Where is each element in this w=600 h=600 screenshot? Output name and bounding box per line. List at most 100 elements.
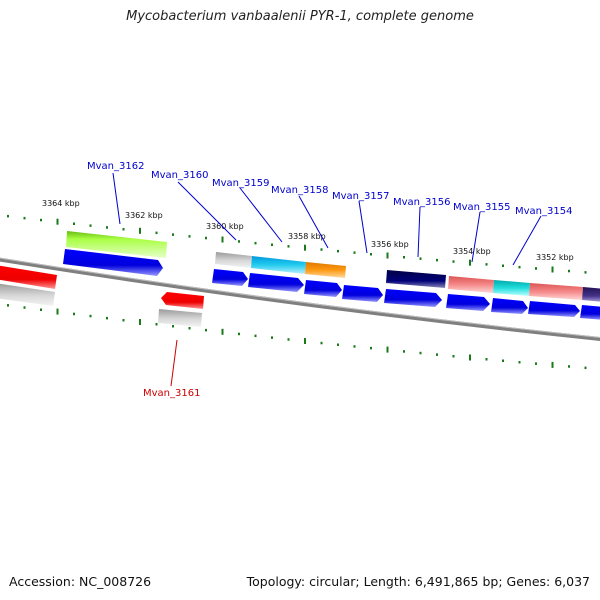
outer-tick-minor: [106, 226, 108, 229]
cds-mvan-3158[interactable]: [304, 280, 342, 297]
cds-next[interactable]: [580, 305, 600, 320]
cds-mvan-3154-b[interactable]: [528, 301, 580, 317]
cds-mvan-3154-a[interactable]: [491, 298, 528, 314]
feature-mvan-3160-gene[interactable]: [215, 252, 252, 268]
feature-next-gene[interactable]: [582, 287, 600, 302]
feature-mvan-3159-gene[interactable]: [251, 256, 306, 274]
outer-tick-minor: [370, 253, 372, 256]
outer-tick-minor: [271, 243, 273, 246]
cds-mvan-3160[interactable]: [212, 269, 248, 286]
outer-tick-minor: [254, 241, 257, 245]
inner-tick-row: [7, 304, 587, 370]
outer-tick-major: [56, 218, 59, 225]
feature-mvan-3161-gene[interactable]: [158, 309, 202, 327]
gene-label-mvan-3160[interactable]: Mvan_3160: [151, 170, 208, 181]
inner-tick-minor: [271, 336, 273, 339]
kbp-scale-labels: 3364 kbp 3362 kbp 3360 kbp 3358 kbp 3356…: [42, 199, 574, 262]
feature-mvan-3154-gene-a[interactable]: [493, 280, 530, 296]
kbp-label-3352: 3352 kbp: [536, 253, 574, 262]
cds-mvan-3157[interactable]: [342, 285, 383, 302]
gene-label-mvan-3159[interactable]: Mvan_3159: [212, 178, 269, 189]
inner-tick-minor: [40, 308, 42, 311]
feature-mvan-3158-gene[interactable]: [305, 262, 346, 278]
outer-tick-minor: [568, 269, 570, 273]
feature-track-outer: [0, 231, 600, 302]
inner-tick-minor: [535, 362, 537, 365]
cds-mvan-3155[interactable]: [446, 294, 490, 311]
inner-tick-major: [386, 346, 389, 353]
feature-mvan-3156-gene[interactable]: [386, 270, 446, 288]
gene-labels: Mvan_3162 Mvan_3160 Mvan_3159 Mvan_3158 …: [87, 161, 572, 399]
inner-tick-minor: [452, 355, 455, 358]
inner-tick-minor: [436, 353, 438, 356]
inner-tick-minor: [518, 361, 521, 364]
inner-tick-minor: [106, 316, 108, 320]
gene-label-mvan-3162[interactable]: Mvan_3162: [87, 161, 144, 172]
cds-mvan-3156[interactable]: [384, 289, 442, 307]
inner-tick-major: [551, 361, 554, 368]
feature-mvan-3155-gene[interactable]: [448, 276, 494, 293]
inner-tick-minor: [73, 312, 75, 316]
cds-mvan-3159[interactable]: [248, 273, 304, 292]
outer-tick-minor: [502, 264, 504, 267]
inner-tick-minor: [419, 351, 422, 355]
outer-tick-minor: [205, 236, 207, 240]
feature-mvan-3154-gene-b[interactable]: [529, 283, 583, 300]
outer-tick-major: [221, 236, 224, 243]
cds-track-forward: [63, 249, 600, 320]
outer-tick-minor: [436, 258, 438, 262]
outer-tick-row: [7, 214, 587, 274]
gene-label-mvan-3155[interactable]: Mvan_3155: [453, 202, 510, 213]
inner-tick-major: [56, 308, 59, 315]
leader-mvan-3162: [112, 172, 121, 225]
inner-tick-minor: [188, 327, 191, 330]
inner-tick-minor: [502, 359, 504, 362]
outer-tick-minor: [7, 214, 9, 218]
feature-left-red-gene[interactable]: [0, 265, 57, 289]
gene-label-mvan-3156[interactable]: Mvan_3156: [393, 197, 450, 208]
leader-mvan-3157: [358, 200, 368, 254]
inner-tick-minor: [172, 325, 174, 328]
leader-mvan-3158: [298, 195, 329, 249]
gene-label-mvan-3157[interactable]: Mvan_3157: [332, 191, 389, 202]
gene-label-mvan-3154[interactable]: Mvan_3154: [515, 206, 572, 217]
outer-tick-minor: [172, 233, 174, 236]
inner-tick-minor: [155, 323, 158, 326]
inner-tick-minor: [287, 338, 290, 341]
inner-tick-minor: [353, 345, 356, 348]
inner-tick-major: [139, 319, 141, 325]
leader-mvan-3154: [512, 215, 542, 266]
inner-tick-major: [469, 354, 471, 361]
kbp-label-3360: 3360 kbp: [206, 222, 244, 231]
inner-tick-minor: [23, 306, 26, 309]
genome-backbone-highlight: [0, 257, 600, 338]
outer-tick-minor: [188, 235, 191, 238]
genome-summary: Topology: circular; Length: 6,491,865 bp…: [246, 574, 590, 589]
outer-tick-major: [551, 266, 554, 273]
inner-tick-major: [304, 338, 306, 344]
outer-tick-minor: [419, 257, 422, 260]
cds-mvan-3162[interactable]: [63, 249, 163, 276]
gene-label-mvan-3161[interactable]: Mvan_3161: [143, 388, 200, 399]
cds-mvan-3161[interactable]: [161, 292, 204, 309]
outer-tick-minor: [337, 249, 339, 253]
kbp-label-3356: 3356 kbp: [371, 240, 409, 249]
outer-tick-major: [386, 252, 389, 259]
leader-mvan-3156: [417, 206, 421, 258]
inner-tick-minor: [568, 365, 570, 368]
inner-tick-minor: [584, 366, 587, 370]
inner-tick-minor: [7, 304, 9, 307]
inner-tick-minor: [89, 314, 92, 318]
inner-tick-minor: [403, 350, 405, 353]
inner-tick-major: [221, 328, 224, 335]
feature-left-gray-gene[interactable]: [0, 283, 55, 306]
feature-mvan-3162-gene[interactable]: [66, 231, 167, 258]
gene-label-mvan-3158[interactable]: Mvan_3158: [271, 185, 328, 196]
gene-label-leaders: [112, 172, 542, 266]
inner-tick-minor: [122, 319, 125, 322]
outer-tick-minor: [238, 240, 240, 243]
accession-label: Accession: NC_008726: [9, 574, 152, 589]
inner-tick-minor: [485, 358, 488, 361]
inner-tick-minor: [320, 341, 323, 345]
